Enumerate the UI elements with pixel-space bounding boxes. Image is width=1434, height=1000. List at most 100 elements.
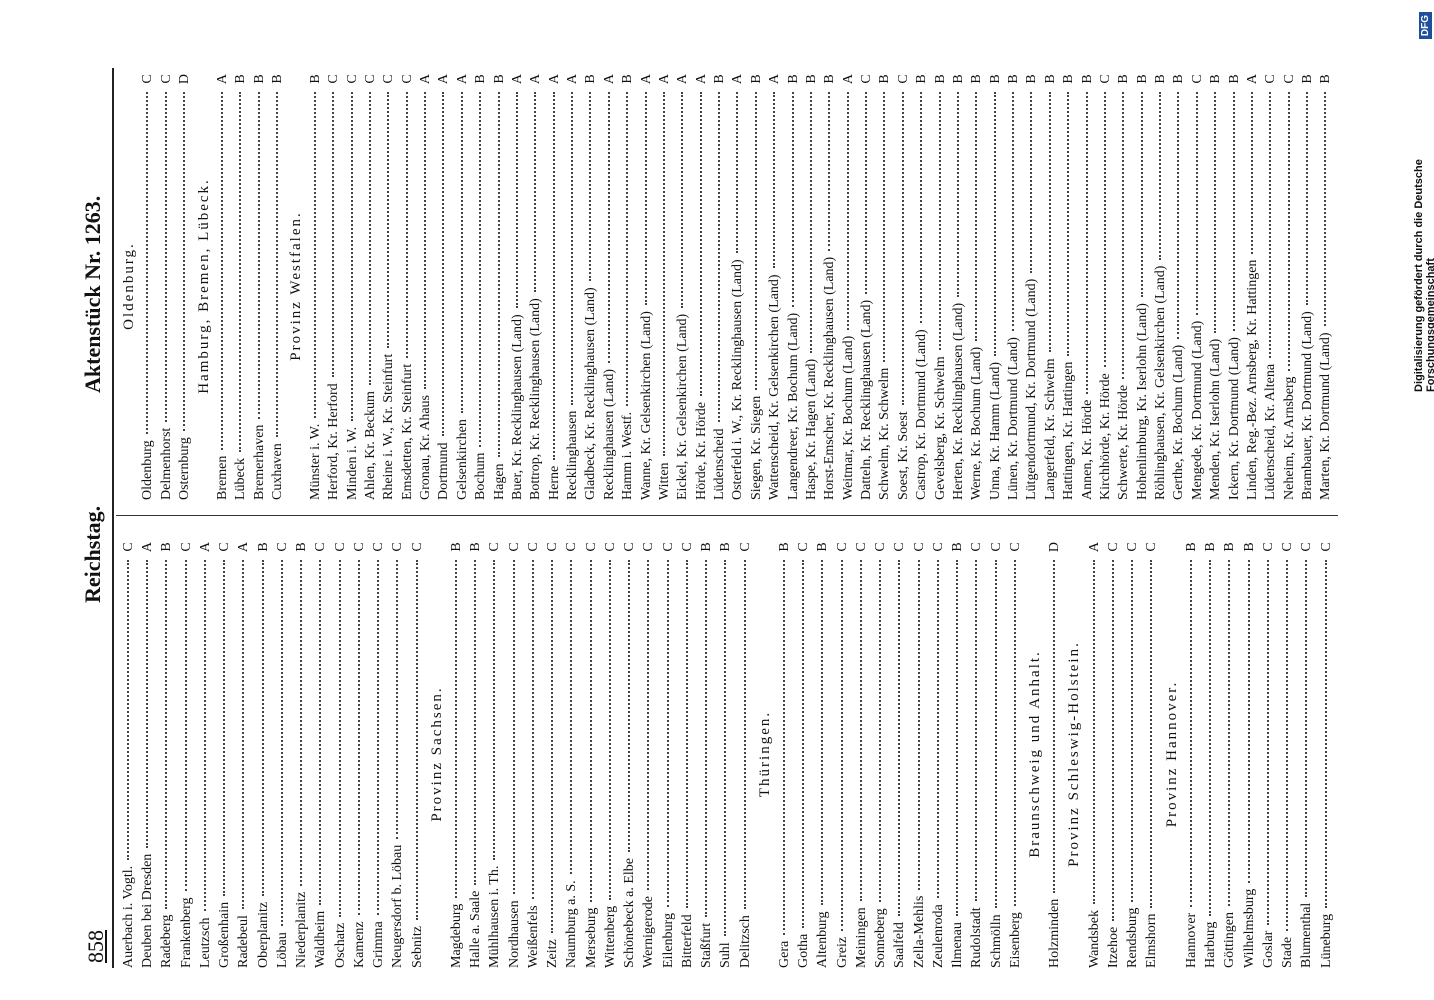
entry-class: B bbox=[1006, 74, 1021, 84]
entry-name: Eilenburg bbox=[660, 913, 676, 968]
entry-name: Cuxhaven bbox=[270, 443, 285, 500]
dot-leader bbox=[1053, 560, 1056, 893]
entry-row: Rudolstadt C bbox=[969, 540, 984, 968]
entry-class: B bbox=[822, 74, 838, 84]
dot-leader bbox=[512, 560, 515, 895]
entry-row: Witten A bbox=[657, 72, 672, 500]
entry-row: Bottrop, Kr. Recklinghausen (Land) A bbox=[528, 72, 544, 500]
entry-class: B bbox=[251, 74, 267, 84]
entry-class: C bbox=[381, 74, 397, 84]
entry-class: B bbox=[712, 74, 727, 84]
entry-name: Zeulenroda bbox=[930, 904, 946, 968]
dot-leader bbox=[493, 560, 496, 860]
entry-class: B bbox=[473, 74, 489, 84]
entry-row: Emsdetten, Kr. Steinfurt C bbox=[399, 72, 415, 500]
entry-name: Rendsburg bbox=[1125, 907, 1141, 968]
entry-row: Hattingen, Kr. Hattingen B bbox=[1061, 72, 1076, 500]
entry-row: Meiningen C bbox=[854, 540, 869, 968]
column: Auerbach i. Vogtl. C Deuben bei Dresden A Ra… bbox=[121, 540, 1334, 968]
entry-row: Zella-Mehlis C bbox=[912, 540, 927, 968]
entry-row: Leutzsch A bbox=[198, 540, 213, 968]
dot-leader bbox=[396, 560, 399, 839]
dot-leader bbox=[239, 92, 242, 453]
entry-name: Osterfeld i. W., Kr. Recklinghausen (Lan… bbox=[730, 259, 746, 500]
entry-name: Siegen, Kr. Siegen bbox=[748, 395, 764, 500]
dot-leader bbox=[1324, 92, 1327, 327]
entry-class: B bbox=[270, 74, 285, 84]
entry-class: C bbox=[892, 542, 908, 552]
dot-leader bbox=[1177, 92, 1180, 339]
entry-row: Lübeck B bbox=[233, 72, 248, 500]
entry-class: B bbox=[448, 542, 464, 552]
entry-class: C bbox=[332, 542, 348, 552]
dot-leader bbox=[699, 92, 702, 397]
dot-leader bbox=[1103, 92, 1106, 368]
entry-class: B bbox=[1171, 74, 1187, 84]
entry-name: Elmshorn bbox=[1144, 913, 1160, 968]
entry-class: B bbox=[932, 74, 948, 84]
entry-row: Merseburg C bbox=[584, 540, 599, 968]
entry-class: B bbox=[1024, 74, 1040, 84]
entry-name: Schmölln bbox=[988, 914, 1004, 968]
entry-row: Langerfeld, Kr. Schwelm B bbox=[1043, 72, 1058, 500]
entry-class: A bbox=[601, 73, 617, 85]
entry-row: Castrop, Kr. Dortmund (Land) B bbox=[914, 72, 929, 500]
entry-row: Recklinghausen (Land) A bbox=[601, 72, 617, 500]
dot-leader bbox=[883, 92, 886, 362]
entry-name: Gladbeck, Kr. Recklinghausen (Land) bbox=[583, 287, 599, 500]
entry-class: A bbox=[1086, 541, 1102, 553]
entry-name: Annen, Kr. Hörde bbox=[1079, 399, 1095, 500]
entry-class: B bbox=[1222, 542, 1238, 552]
entry-class: C bbox=[217, 542, 233, 552]
entry-row: Mengede, Kr. Dortmund (Land) C bbox=[1190, 72, 1205, 500]
entry-class: C bbox=[564, 542, 580, 552]
entry-name: Linden, Reg.-Bez. Arnsberg, Kr. Hattinge… bbox=[1244, 259, 1260, 500]
entry-class: A bbox=[730, 73, 746, 85]
entry-row: Blumenthal C bbox=[1299, 540, 1314, 968]
entry-class: B bbox=[1300, 74, 1315, 84]
entry-name: Löbau bbox=[274, 932, 290, 968]
entry-class: B bbox=[307, 74, 323, 84]
entry-row: Waldheim C bbox=[313, 540, 328, 968]
entry-class: A bbox=[509, 73, 525, 85]
dot-leader bbox=[975, 92, 978, 341]
entry-class: C bbox=[399, 74, 415, 84]
sidebar-text: Digitalisierung gefördert durch die Deut… bbox=[1413, 159, 1434, 392]
entry-name: Bottrop, Kr. Recklinghausen (Land) bbox=[528, 298, 544, 500]
entry-name: Delmenhorst bbox=[158, 427, 174, 500]
dot-leader bbox=[1111, 560, 1114, 921]
entry-class: C bbox=[1281, 74, 1297, 84]
dot-leader bbox=[782, 560, 785, 935]
entry-name: Göttingen bbox=[1222, 912, 1238, 968]
dot-leader bbox=[724, 560, 727, 937]
entry-row: Hörde, Kr. Hörde A bbox=[694, 72, 709, 500]
entry-name: Harburg bbox=[1203, 921, 1219, 968]
entry-row: Itzehoe C bbox=[1106, 540, 1121, 968]
dot-leader bbox=[773, 92, 776, 269]
entry-name: Neheim, Kr. Arnsberg bbox=[1281, 376, 1297, 500]
entry-row: Ilmenau B bbox=[950, 540, 965, 968]
entry-class: A bbox=[638, 73, 654, 85]
dot-leader bbox=[460, 92, 463, 414]
entry-row: Bochum B bbox=[473, 72, 489, 500]
dot-leader bbox=[662, 92, 665, 457]
section-heading: Provinz Sachsen. bbox=[428, 686, 445, 822]
entry-name: Eickel, Kr. Gelsenkirchen (Land) bbox=[675, 313, 691, 500]
entry-class: B bbox=[718, 542, 734, 552]
entry-name: Lüdenscheid bbox=[712, 428, 727, 500]
entry-name: Lütgendortmund, Kr. Dortmund (Land) bbox=[1024, 278, 1040, 500]
dot-leader bbox=[1228, 560, 1231, 906]
entry-class: C bbox=[1007, 542, 1023, 552]
entry-class: C bbox=[602, 542, 618, 552]
entry-name: Radebeul bbox=[236, 915, 252, 968]
dot-leader bbox=[647, 560, 650, 891]
entry-name: Auerbach i. Vogtl. bbox=[121, 865, 136, 968]
section-heading: Braunschweig und Anhalt. bbox=[1027, 650, 1044, 858]
entry-class: B bbox=[1318, 74, 1334, 84]
header: 858 Reichstag. Aktenstück Nr. 1263. bbox=[50, 68, 110, 968]
entry-name: Ahlen, Kr. Beckum bbox=[362, 391, 378, 500]
entry-name: Wernigerode bbox=[641, 896, 657, 968]
dot-leader bbox=[280, 560, 283, 927]
dot-leader bbox=[1085, 92, 1088, 394]
entry-class: B bbox=[815, 542, 831, 552]
